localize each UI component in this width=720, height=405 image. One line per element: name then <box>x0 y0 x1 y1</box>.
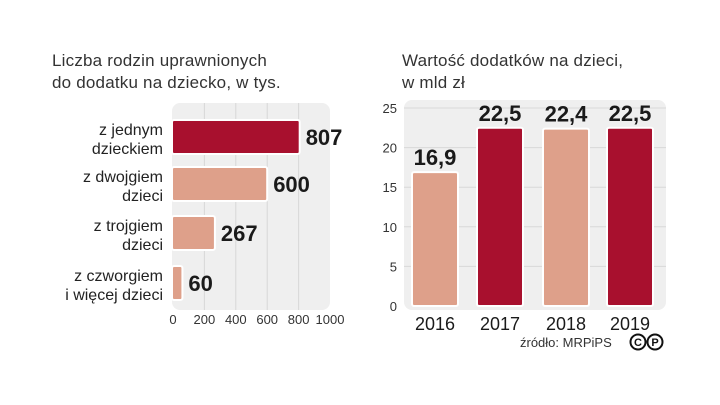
right-chart-title: Wartość dodatków na dzieci, w mld zł <box>402 51 624 92</box>
left-x-tick-label: 400 <box>225 312 247 327</box>
left-bar <box>171 215 216 251</box>
right-plot-area <box>404 100 666 310</box>
left-x-tick-label: 200 <box>194 312 216 327</box>
left-bar-value-label: 60 <box>188 271 212 296</box>
right-x-category-label: 2016 <box>415 314 455 334</box>
left-category-label: z trojgiem dzieci <box>94 218 163 254</box>
right-y-tick-label: 5 <box>390 259 397 274</box>
left-x-tick-label: 0 <box>169 312 176 327</box>
cp-logo: C P <box>629 333 664 351</box>
svg-text:P: P <box>651 337 658 349</box>
left-x-tick-label: 600 <box>256 312 278 327</box>
right-y-tick-label: 25 <box>383 101 397 116</box>
left-bar <box>171 119 301 155</box>
left-chart-title: Liczba rodzin uprawnionych do dodatku na… <box>52 51 281 92</box>
svg-text:C: C <box>634 337 642 349</box>
right-x-category-label: 2019 <box>610 314 650 334</box>
source-note: źródło: MRPiPS <box>520 335 612 350</box>
right-bar-value-label: 22,5 <box>479 101 522 126</box>
left-category-label: z dwojgiem dzieci <box>83 169 163 205</box>
right-bar <box>411 171 459 307</box>
left-x-tick-label: 1000 <box>316 312 345 327</box>
right-y-tick-label: 10 <box>383 220 397 235</box>
right-bar <box>542 127 590 307</box>
right-bar <box>606 126 654 307</box>
left-bar-value-label: 807 <box>306 125 343 150</box>
right-bar-value-label: 22,4 <box>545 102 589 127</box>
left-bar <box>171 166 269 202</box>
right-x-category-label: 2018 <box>546 314 586 334</box>
right-bar <box>476 126 524 307</box>
left-x-tick-label: 800 <box>288 312 310 327</box>
left-category-label: z jednym dzieckiem <box>92 122 163 158</box>
right-bar-value-label: 22,5 <box>609 101 652 126</box>
right-y-tick-label: 0 <box>390 299 397 314</box>
right-bar-value-label: 16,9 <box>414 145 457 170</box>
left-category-label: z czworgiem i więcej dzieci <box>65 268 163 304</box>
right-x-category-label: 2017 <box>480 314 520 334</box>
right-y-tick-label: 20 <box>383 141 397 156</box>
left-bar-value-label: 267 <box>221 221 258 246</box>
right-chart: 0 5 10 15 20 25 16,9 2016 22,5 2017 22,4 2018 22,5 20… <box>383 100 666 334</box>
left-bar-value-label: 600 <box>273 172 310 197</box>
left-bar <box>171 265 184 301</box>
right-y-tick-label: 15 <box>383 180 397 195</box>
left-chart: 0 200 400 600 800 1000 807 z jednym dzieckiem 600… <box>65 103 344 327</box>
